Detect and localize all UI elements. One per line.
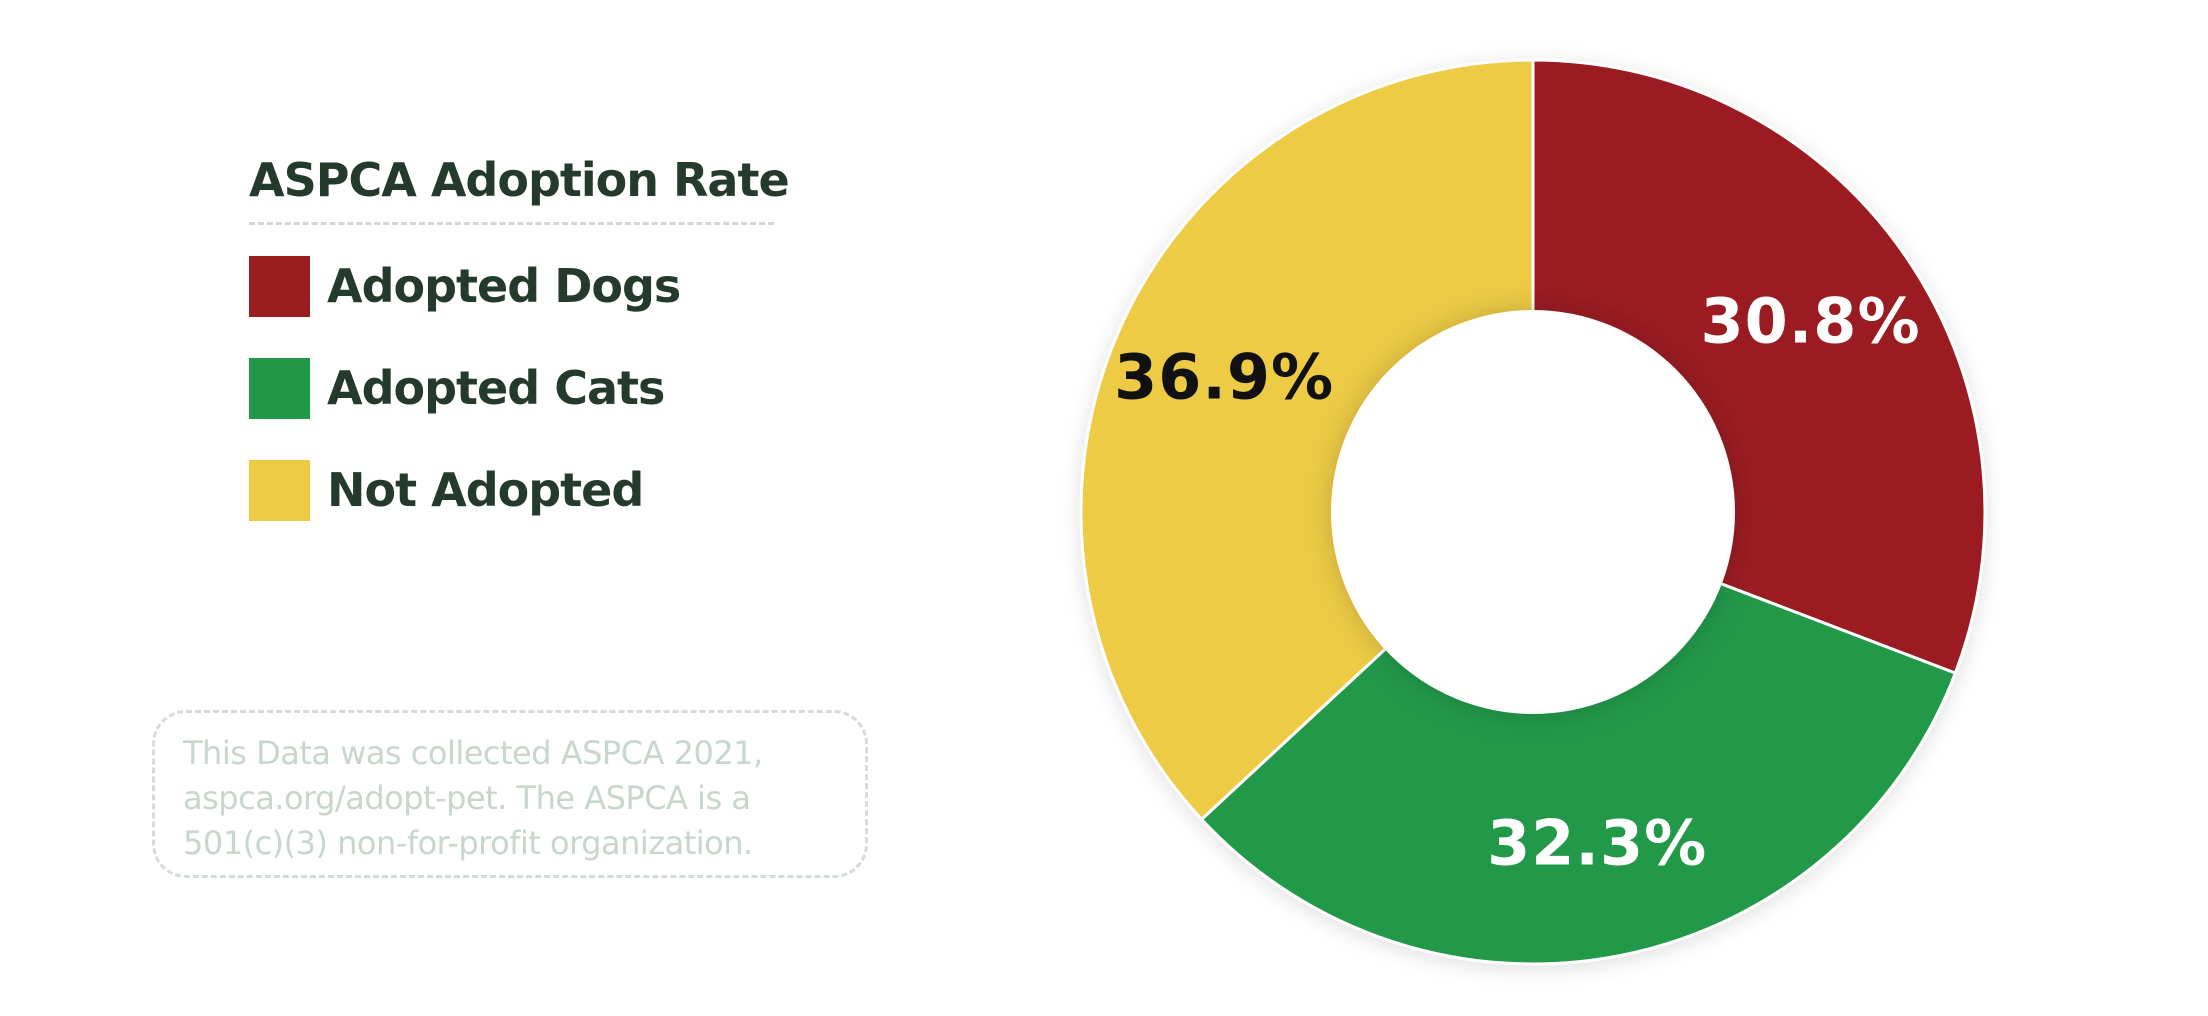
slice-label-adopted-cats: 32.3% xyxy=(1487,806,1707,879)
legend-item-not-adopted: Not Adopted xyxy=(249,459,774,521)
source-note-line-3: 501(c)(3) non-for-profit organization. xyxy=(183,824,753,862)
legend-swatch-adopted-dogs xyxy=(249,255,310,317)
donut-hole xyxy=(1331,310,1735,714)
legend-label-adopted-cats: Adopted Cats xyxy=(327,361,665,415)
source-note: This Data was collected ASPCA 2021, aspc… xyxy=(152,710,868,878)
slice-adopted-cats xyxy=(1199,510,1958,966)
donut-chart: 30.8% 32.3% 36.9% xyxy=(1079,58,1987,966)
legend-item-adopted-dogs: Adopted Dogs xyxy=(249,255,774,317)
legend-title: ASPCA Adoption Rate xyxy=(249,153,790,207)
legend-label-adopted-dogs: Adopted Dogs xyxy=(327,259,681,313)
source-note-line-2: aspca.org/adopt-pet. The ASPCA is a xyxy=(183,779,751,817)
slice-label-not-adopted: 36.9% xyxy=(1114,341,1334,414)
legend-divider xyxy=(249,222,774,225)
legend: ASPCA Adoption Rate Adopted Dogs Adopted… xyxy=(249,150,790,521)
legend-items: Adopted Dogs Adopted Cats Not Adopted xyxy=(249,255,774,521)
slice-label-adopted-dogs: 30.8% xyxy=(1700,284,1920,357)
legend-swatch-not-adopted xyxy=(249,459,310,521)
legend-item-adopted-cats: Adopted Cats xyxy=(249,357,774,419)
source-note-line-1: This Data was collected ASPCA 2021, xyxy=(183,734,763,772)
legend-label-not-adopted: Not Adopted xyxy=(327,463,644,517)
legend-swatch-adopted-cats xyxy=(249,357,310,419)
slice-not-adopted xyxy=(1079,58,1535,822)
donut-slice-labels: 30.8% 32.3% 36.9% xyxy=(1114,284,1920,879)
